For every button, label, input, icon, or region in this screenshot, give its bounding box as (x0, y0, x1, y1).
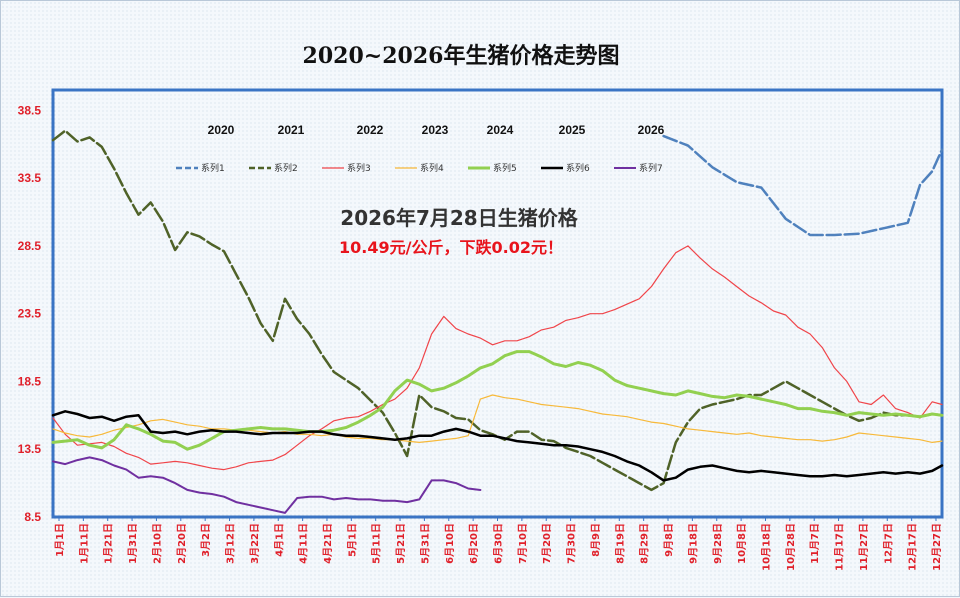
legend: 系列1 系列2 系列3 系列4 系列5 系列6 系列7 (176, 162, 663, 174)
series-line-6 (51, 410, 944, 482)
x-tick-label: 3月12日 (225, 523, 237, 564)
x-tick-label: 1月1日 (54, 523, 66, 557)
x-tick-label: 6月20日 (468, 523, 480, 564)
year-label: 2021 (278, 123, 305, 137)
x-tick-label: 1月21日 (103, 523, 115, 564)
x-tick-label: 12月7日 (882, 523, 894, 564)
series-line-3 (52, 245, 943, 471)
legend-label: 系列1 (201, 162, 225, 174)
y-tick-label: 33.5 (18, 171, 42, 185)
series-line-5 (51, 350, 944, 451)
y-tick-label: 23.5 (18, 307, 42, 321)
x-tick-label: 4月21日 (322, 523, 334, 564)
x-tick-label: 5月1日 (346, 523, 358, 557)
year-label: 2022 (357, 123, 384, 137)
legend-label: 系列2 (274, 162, 298, 174)
year-labels: 2020 2021 2022 2023 2024 2025 2026 (208, 123, 665, 137)
x-tick-label: 9月28日 (712, 523, 724, 564)
x-tick-label: 12月17日 (907, 523, 919, 571)
y-tick-label: 28.5 (18, 239, 42, 253)
y-tick-label: 13.5 (18, 442, 42, 456)
legend-label: 系列7 (639, 162, 663, 174)
year-label: 2025 (559, 123, 586, 137)
x-tick-label: 3月2日 (200, 523, 212, 557)
x-tick-label: 7月20日 (541, 523, 553, 564)
year-label: 2023 (422, 123, 449, 137)
x-tick-label: 8月19日 (614, 523, 626, 564)
x-tick-label: 7月10日 (517, 523, 529, 564)
x-tick-label: 5月11日 (371, 523, 383, 564)
x-tick-label: 10月8日 (736, 523, 748, 564)
x-tick-label: 11月7日 (809, 523, 821, 564)
y-axis: 8.5 13.5 18.5 23.5 28.5 33.5 38.5 (18, 103, 42, 524)
legend-label: 系列6 (566, 162, 590, 174)
x-tick-label: 9月8日 (663, 523, 675, 557)
year-label: 2026 (638, 123, 665, 137)
x-tick-label: 8月9日 (590, 523, 602, 557)
x-tick-label: 3月22日 (249, 523, 261, 564)
series-line-7 (52, 456, 482, 514)
x-tick-label: 8月29日 (639, 523, 651, 564)
series-line-4 (52, 394, 943, 443)
x-tick-label: 4月1日 (273, 523, 285, 557)
x-axis: 1月1日 1月11日 1月21日 1月31日 2月10日 2月20日 3月2日 3月12日 3月… (54, 517, 943, 571)
year-label: 2020 (208, 123, 235, 137)
x-tick-label: 10月18日 (760, 523, 772, 571)
y-tick-label: 18.5 (18, 374, 42, 388)
annotation-line-1: 2026年7月28日生猪价格 (340, 206, 578, 230)
x-tick-label: 12月27日 (931, 523, 943, 571)
x-tick-label: 11月17日 (834, 523, 846, 571)
x-tick-label: 1月11日 (78, 523, 90, 564)
x-tick-label: 2月10日 (151, 523, 163, 564)
x-tick-label: 2月20日 (176, 523, 188, 564)
plot-area-border (51, 88, 944, 519)
series-layer (51, 129, 944, 514)
x-tick-label: 9月18日 (687, 523, 699, 564)
x-tick-label: 1月31日 (127, 523, 139, 564)
x-tick-label: 6月30日 (493, 523, 505, 564)
x-tick-label: 10月28日 (785, 523, 797, 571)
y-tick-label: 38.5 (18, 103, 42, 117)
x-tick-label: 11月27日 (858, 523, 870, 571)
x-tick-label: 5月31日 (419, 523, 431, 564)
legend-label: 系列4 (420, 162, 444, 174)
chart-title: 2020~2026年生猪价格走势图 (303, 43, 620, 69)
x-tick-label: 7月30日 (566, 523, 578, 564)
x-tick-label: 4月11日 (298, 523, 310, 564)
y-tick-label: 8.5 (24, 510, 41, 524)
legend-label: 系列5 (493, 162, 517, 174)
legend-label: 系列3 (347, 162, 371, 174)
annotation-line-2: 10.49元/公斤，下跌0.02元！ (339, 238, 563, 257)
series-line-1 (662, 134, 944, 237)
x-tick-label: 5月21日 (395, 523, 407, 564)
x-tick-label: 6月10日 (444, 523, 456, 564)
year-label: 2024 (487, 123, 514, 137)
